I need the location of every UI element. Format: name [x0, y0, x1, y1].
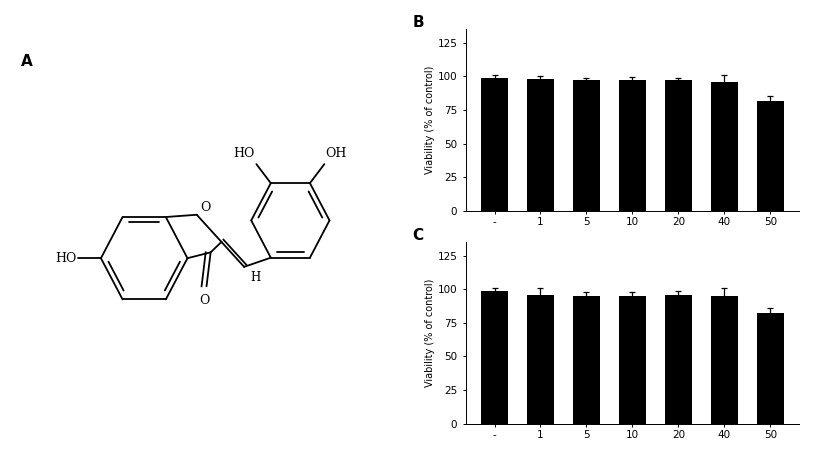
Text: H: H — [250, 271, 260, 284]
Text: A: A — [21, 54, 32, 69]
Bar — [573, 296, 600, 424]
Bar — [619, 80, 646, 211]
Y-axis label: Viability (% of control): Viability (% of control) — [424, 279, 434, 387]
Bar — [480, 78, 508, 211]
Text: HO: HO — [234, 148, 255, 160]
Bar — [619, 296, 646, 424]
Text: C: C — [412, 228, 424, 243]
Bar — [665, 295, 692, 424]
Text: HO: HO — [55, 252, 77, 265]
Bar — [527, 295, 555, 424]
Text: OH: OH — [325, 148, 347, 160]
Bar — [710, 82, 738, 211]
Bar — [710, 296, 738, 424]
Text: Sulfuretin (μM): Sulfuretin (μM) — [593, 251, 672, 260]
Bar — [756, 313, 784, 424]
Bar — [480, 291, 508, 424]
Bar — [573, 81, 600, 211]
Y-axis label: Viability (% of control): Viability (% of control) — [424, 66, 434, 174]
Bar — [527, 79, 555, 211]
Bar — [756, 101, 784, 211]
Text: O: O — [200, 202, 210, 214]
Bar — [665, 81, 692, 211]
Text: B: B — [412, 15, 424, 30]
Text: O: O — [199, 294, 209, 308]
